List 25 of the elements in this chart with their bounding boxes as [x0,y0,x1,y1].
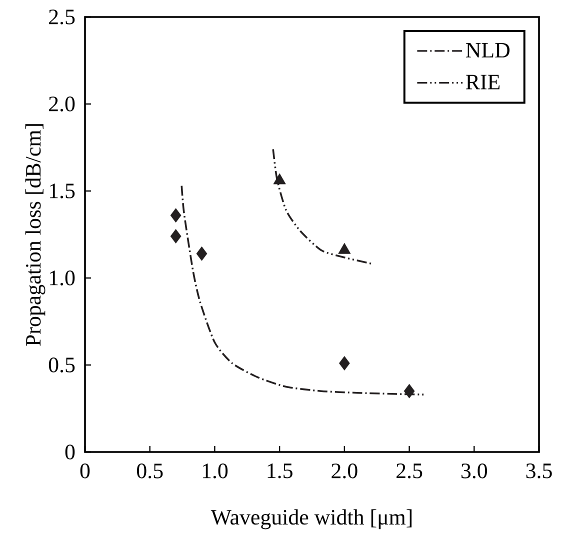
y-tick-label: 2.5 [49,10,75,24]
x-tick-label: 1.0 [202,464,228,478]
y-tick-label: 0 [65,444,75,460]
legend-label: RIE [466,74,500,90]
line-series [180,184,424,396]
y-tick-label: 2.0 [49,96,75,112]
point [404,384,415,398]
y-tick-label: 1.0 [50,270,75,286]
y-tick-label: 0.5 [48,358,75,372]
x-tick-label: 3.0 [461,464,488,478]
x-tick-label: 0 [80,464,90,478]
point [196,246,208,261]
x-axis-title: Waveguide width [μm] [210,509,412,530]
point [170,229,182,244]
point [170,208,182,223]
line-series [272,148,374,265]
x-tick-label: 2.0 [332,464,358,478]
x-tick-label: 1.5 [268,464,292,478]
y-tick-label: 1.5 [50,184,75,198]
y-axis-title: Propagation loss [dB/cm] [25,124,46,346]
point [338,356,350,370]
legend-label: NLD [466,43,510,58]
x-tick-label: 2.5 [396,464,422,478]
x-tick-label: 3.5 [526,464,552,478]
x-tick-label: 0.5 [136,464,163,478]
